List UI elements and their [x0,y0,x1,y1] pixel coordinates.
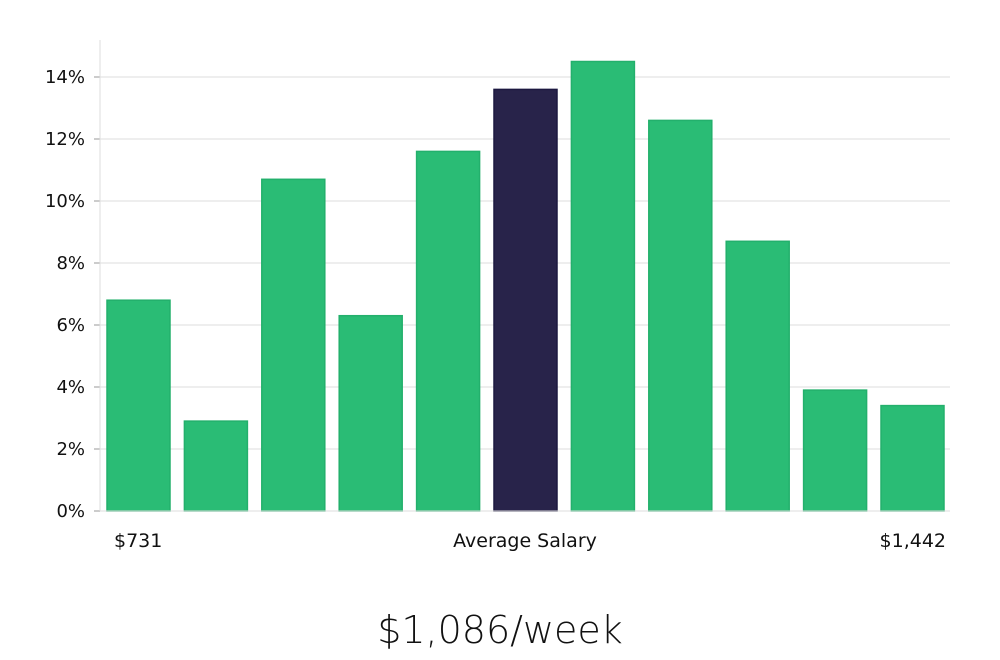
x-label-max: $1,442 [880,530,946,552]
average-salary-value: $1,086/week [377,608,623,652]
bar [648,119,713,512]
bars-layer [106,60,945,512]
y-tick-label: 14% [45,67,85,88]
y-tick-label: 12% [45,129,85,150]
bar [570,60,636,512]
bar [261,178,326,512]
bar [880,404,945,512]
y-tick-label: 8% [56,253,85,274]
y-tick-label: 10% [45,191,85,212]
axis-layer: 0% 2% 4% 6% 8% 10% 12% 14% [45,40,950,522]
x-label-layer: $731 Average Salary $1,442 [114,530,946,552]
y-tick-label: 0% [56,501,85,522]
salary-histogram: 0% 2% 4% 6% 8% 10% 12% 14% $731 Average Salary … [45,40,950,552]
bar [183,420,249,512]
bar [415,150,481,512]
bar-average-salary [493,88,558,512]
x-label-average-salary: Average Salary [453,530,597,552]
y-tick-label: 4% [56,377,85,398]
y-tick-label: 6% [56,315,85,336]
bar [106,299,171,512]
bar [725,240,790,512]
bar [802,389,868,512]
x-label-min: $731 [114,530,162,552]
bar [338,314,403,512]
y-tick-label: 2% [56,439,85,460]
